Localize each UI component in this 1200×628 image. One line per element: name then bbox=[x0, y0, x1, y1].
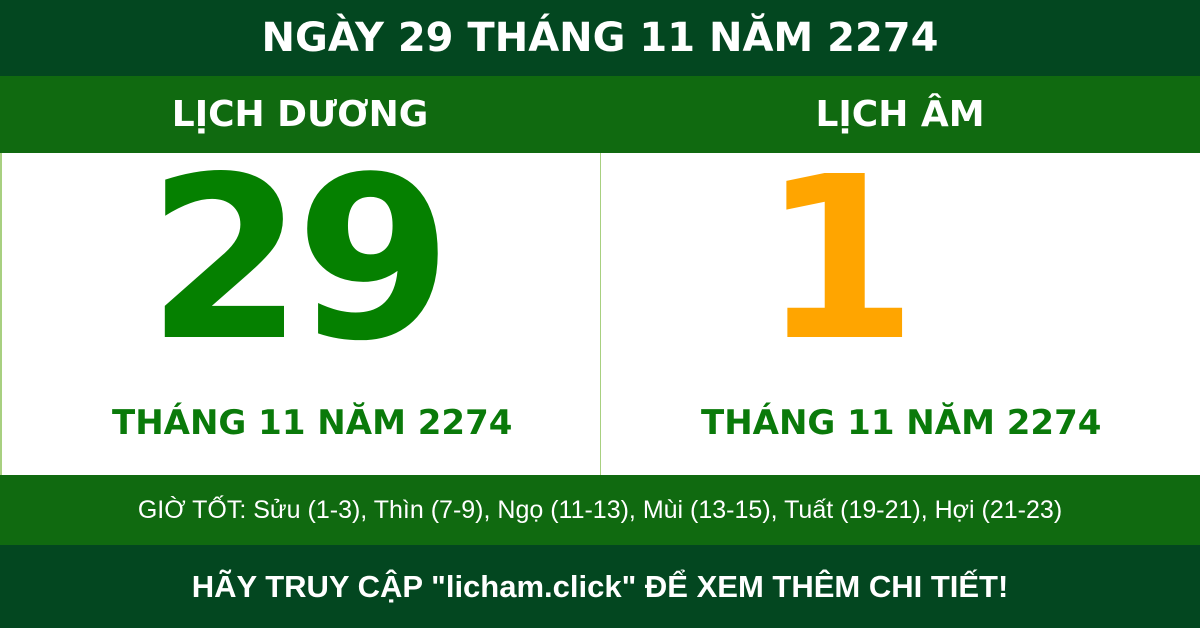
lunar-day: 1 bbox=[761, 153, 918, 391]
lunar-month-year: THÁNG 11 NĂM 2274 bbox=[701, 403, 1102, 443]
lunar-column: 1 THÁNG 11 NĂM 2274 bbox=[601, 153, 1200, 475]
lunar-calendar-label: LỊCH ÂM bbox=[815, 94, 985, 135]
solar-day: 29 bbox=[147, 153, 452, 391]
calendar-headers: LỊCH DƯƠNG LỊCH ÂM bbox=[0, 76, 1200, 153]
footer-cta: HÃY TRUY CẬP "licham.click" ĐỂ XEM THÊM … bbox=[0, 545, 1200, 628]
good-hours: GIỜ TỐT: Sửu (1-3), Thìn (7-9), Ngọ (11-… bbox=[0, 475, 1200, 545]
solar-month-year: THÁNG 11 NĂM 2274 bbox=[112, 403, 513, 443]
calendar-body: 29 THÁNG 11 NĂM 2274 1 THÁNG 11 NĂM 2274 bbox=[0, 153, 1200, 475]
solar-column: 29 THÁNG 11 NĂM 2274 bbox=[2, 153, 601, 475]
page-title: NGÀY 29 THÁNG 11 NĂM 2274 bbox=[0, 0, 1200, 76]
solar-calendar-label: LỊCH DƯƠNG bbox=[171, 94, 429, 135]
